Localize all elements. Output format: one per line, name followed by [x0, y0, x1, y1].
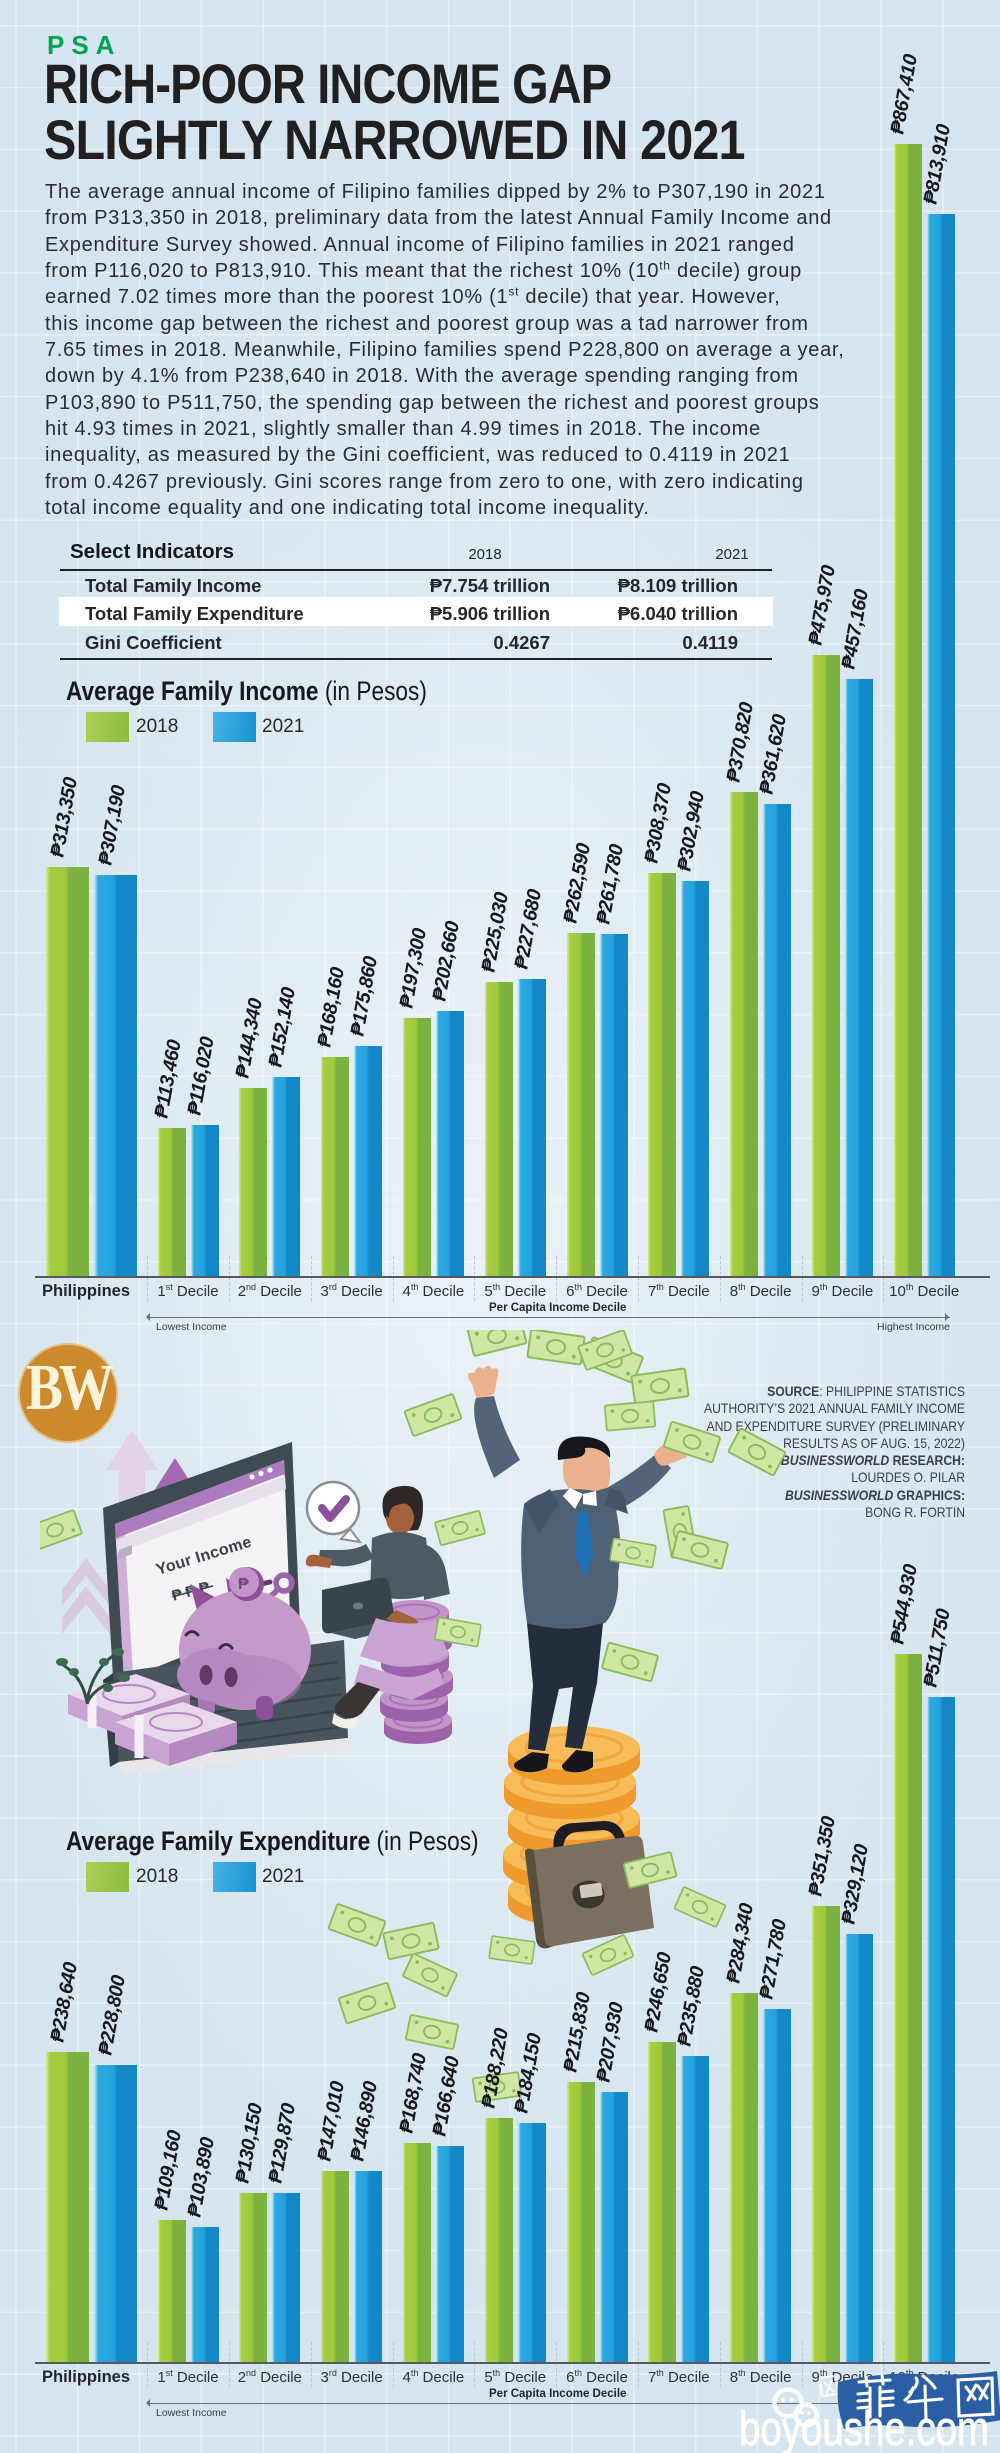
svg-text:₱: ₱: [238, 1576, 249, 1593]
svg-text:boyoushe.com: boyoushe.com: [739, 2403, 989, 2453]
